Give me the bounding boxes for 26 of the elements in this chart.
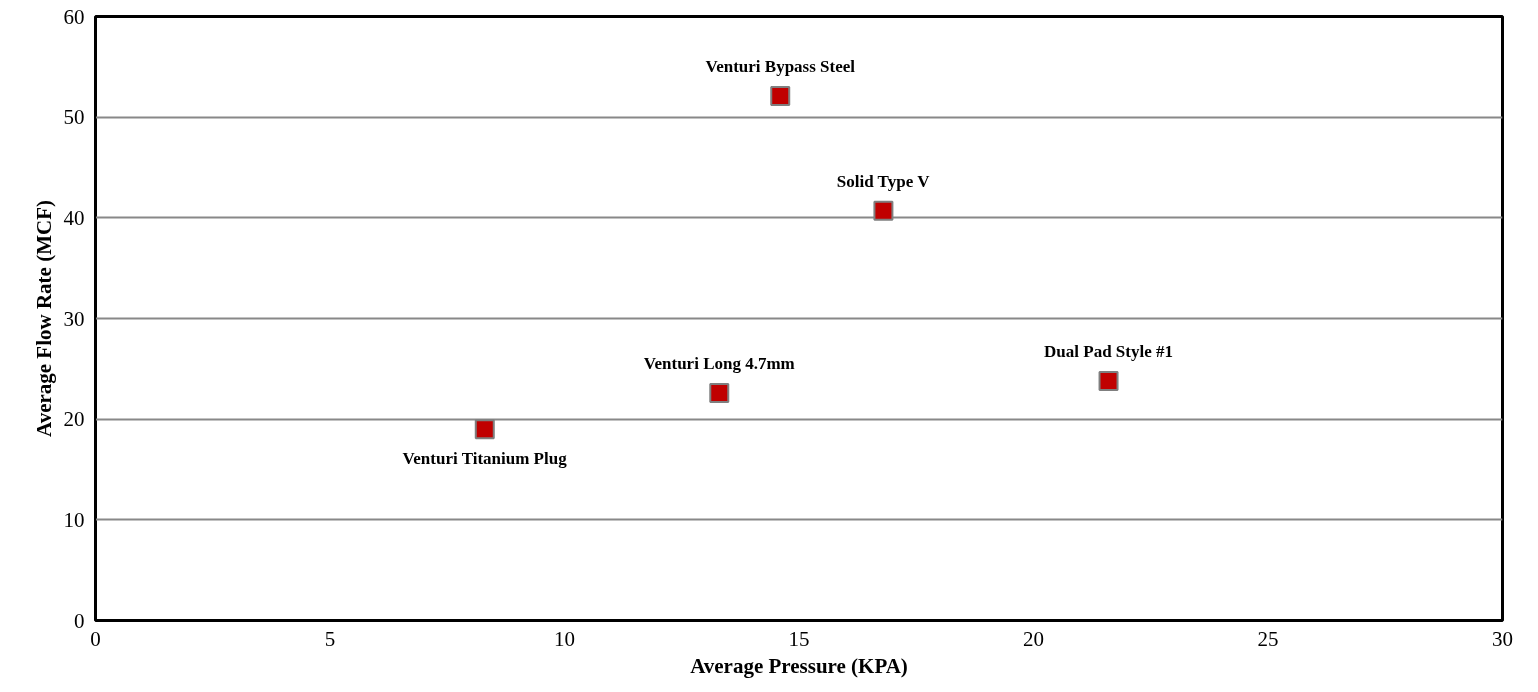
y-tick-label: 60 xyxy=(63,4,85,29)
y-axis-title: Average Flow Rate (MCF) xyxy=(31,200,56,437)
x-tick-label: 5 xyxy=(324,626,336,651)
point xyxy=(1098,370,1119,391)
y-tick-label: 50 xyxy=(63,105,85,130)
x-tick-label: 25 xyxy=(1257,626,1279,651)
y-tick-label: 40 xyxy=(63,205,85,230)
x-axis-title: Average Pressure (KPA) xyxy=(690,653,908,678)
x-tick-label: 30 xyxy=(1492,626,1513,651)
y-tick-label: 0 xyxy=(74,608,85,633)
x-tick-label: 0 xyxy=(90,626,101,651)
y-tick-label: 20 xyxy=(63,407,85,432)
point xyxy=(770,86,791,107)
y-tick-label: 10 xyxy=(63,507,85,532)
point xyxy=(474,419,495,440)
x-tick-label: 20 xyxy=(1023,626,1044,651)
annotation: Solid Type V xyxy=(836,171,931,191)
annotation: Venturi Long 4.7mm xyxy=(643,353,795,373)
x-tick-label: 10 xyxy=(554,626,575,651)
annotation: Dual Pad Style #1 xyxy=(1044,341,1174,361)
point xyxy=(873,200,894,221)
x-tick-label: 15 xyxy=(788,626,810,651)
y-tick-label: 30 xyxy=(63,306,85,331)
annotation: Venturi Titanium Plug xyxy=(402,449,568,469)
point xyxy=(709,382,730,403)
annotation: Venturi Bypass Steel xyxy=(705,57,856,77)
